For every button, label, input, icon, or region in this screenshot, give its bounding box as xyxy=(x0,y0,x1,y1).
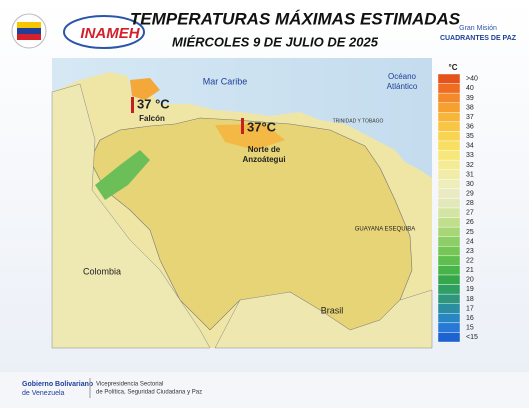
ocean-label: Océano xyxy=(388,72,417,81)
footer-left: de Venezuela xyxy=(22,390,65,397)
legend-swatch xyxy=(437,188,461,199)
legend-label: 37 xyxy=(466,114,474,121)
legend-swatch xyxy=(437,179,461,190)
logo-right-bottom: CUADRANTES DE PAZ xyxy=(440,35,517,42)
footer-left: Gobierno Bolivariano xyxy=(22,381,93,388)
legend-swatch xyxy=(437,236,461,247)
legend-swatch xyxy=(437,121,461,132)
legend-label: 35 xyxy=(466,133,474,140)
region-label: GUAYANA ESEQUIBA xyxy=(355,227,415,233)
flag-blue xyxy=(17,28,41,34)
legend-label: 17 xyxy=(466,305,474,312)
legend-swatch xyxy=(437,198,461,209)
legend-label: 29 xyxy=(466,190,474,197)
legend-label: 19 xyxy=(466,286,474,293)
legend-label: 33 xyxy=(466,152,474,159)
anzoategui-hot xyxy=(215,124,285,150)
footer-right: Vicepresidencia Sectorial xyxy=(96,382,163,388)
legend-swatch xyxy=(437,226,461,237)
legend-swatch xyxy=(437,293,461,304)
title: TEMPERATURAS MÁXIMAS ESTIMADAS xyxy=(130,9,461,28)
logo-text: INAMEH xyxy=(80,25,140,42)
legend-swatch xyxy=(437,284,461,295)
legend-swatch xyxy=(437,322,461,333)
legend-swatch xyxy=(437,73,461,84)
legend-label: 16 xyxy=(466,315,474,322)
footer-right: de Política, Seguridad Ciudadana y Paz xyxy=(96,390,202,396)
andes xyxy=(95,150,150,200)
legend-label: 22 xyxy=(466,257,474,264)
legend-swatch xyxy=(437,102,461,113)
flag-yellow xyxy=(17,22,41,28)
legend-label: 32 xyxy=(466,162,474,169)
place-label: Falcón xyxy=(139,114,165,123)
brazil-land xyxy=(214,289,433,349)
legend-swatch xyxy=(437,332,461,343)
legend-label: 38 xyxy=(466,104,474,111)
thermometer xyxy=(131,97,134,113)
sea-label: Mar Caribe xyxy=(203,76,248,86)
legend-label: 26 xyxy=(466,219,474,226)
colombia-land xyxy=(51,83,211,349)
legend-swatch xyxy=(437,207,461,218)
falcon-hot xyxy=(130,78,160,100)
legend-swatch xyxy=(437,112,461,123)
legend-label: 36 xyxy=(466,123,474,130)
legend-swatch xyxy=(437,150,461,161)
legend-unit: °C xyxy=(449,63,458,72)
legend-label: 39 xyxy=(466,95,474,102)
legend-label: 28 xyxy=(466,200,474,207)
footer-bar xyxy=(0,372,529,408)
ocean-label: Atlántico xyxy=(387,82,418,91)
legend-label: 25 xyxy=(466,229,474,236)
flag-red xyxy=(17,34,41,40)
legend-swatch xyxy=(437,313,461,324)
legend-swatch xyxy=(437,92,461,103)
place-label: Anzoátegui xyxy=(242,155,285,164)
temp-annotation: 37°C xyxy=(247,119,277,134)
legend-label: 40 xyxy=(466,85,474,92)
legend-swatch xyxy=(437,140,461,151)
legend-label: 30 xyxy=(466,181,474,188)
legend-label: 27 xyxy=(466,210,474,217)
legend-swatch xyxy=(437,217,461,228)
country-label: Brasil xyxy=(321,305,344,315)
legend-swatch xyxy=(437,131,461,142)
legend: >40 40 39 38 37 36 35 34 33 32 31 30 29 28 27 26 25 24 23 2… xyxy=(437,73,478,343)
legend-label: 31 xyxy=(466,171,474,178)
legend-label: 18 xyxy=(466,296,474,303)
inameh-logo xyxy=(63,15,145,49)
thermometer xyxy=(241,118,244,134)
legend-swatch xyxy=(437,246,461,257)
legend-swatch xyxy=(437,159,461,170)
legend-label: 20 xyxy=(466,277,474,284)
country-label: Colombia xyxy=(83,266,121,276)
legend-swatch xyxy=(437,169,461,180)
legend-label: >40 xyxy=(466,76,478,83)
legend-label: 15 xyxy=(466,324,474,331)
legend-label: 23 xyxy=(466,248,474,255)
legend-swatch xyxy=(437,274,461,285)
legend-swatch xyxy=(437,83,461,94)
legend-label: <15 xyxy=(466,334,478,341)
legend-swatch xyxy=(437,265,461,276)
legend-label: 24 xyxy=(466,238,474,245)
temp-annotation: 37 °C xyxy=(137,96,170,111)
legend-swatch xyxy=(437,303,461,314)
subtitle: MIÉRCOLES 9 DE JULIO DE 2025 xyxy=(172,34,379,49)
place-label: Norte de xyxy=(248,145,281,154)
legend-swatch xyxy=(437,255,461,266)
island-label: TRINIDAD Y TOBAGO xyxy=(333,118,384,124)
legend-label: 34 xyxy=(466,143,474,150)
legend-label: 21 xyxy=(466,267,474,274)
logo-right-top: Gran Misión xyxy=(459,25,497,32)
